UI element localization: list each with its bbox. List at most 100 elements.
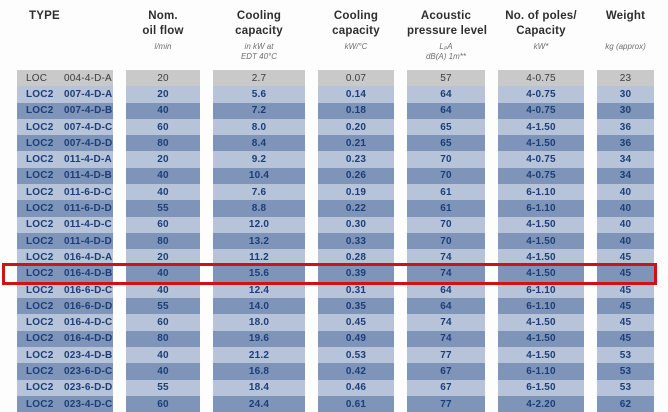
model-code: 004-4-D-A (64, 72, 112, 84)
value-cell-poles: 6-1.50 (498, 379, 584, 396)
value-cell-cooling-kw: 15.6 (213, 265, 305, 282)
value-cell-acoustic: 74 (407, 314, 485, 331)
value-cell-acoustic: 64 (407, 86, 485, 103)
column-header-cooling-kwc: Cooling capacity kW/°C (318, 0, 394, 70)
value-cell-cooling-kwc: 0.23 (318, 151, 394, 168)
value-cell-oil-flow: 60 (126, 314, 200, 331)
value-cell-oil-flow: 60 (126, 118, 200, 136)
value-cell-cooling-kwc: 0.39 (318, 265, 394, 282)
value-cell-cooling-kwc: 0.07 (318, 70, 394, 87)
value-cell-acoustic: 67 (407, 363, 485, 380)
type-cell: LOC2 011-4-D-D (17, 232, 113, 250)
type-cell: LOC2 023-4-D-B (17, 347, 113, 364)
value-cell-poles: 6-1.10 (498, 200, 584, 217)
model-code: 023-4-D-B (64, 349, 113, 361)
value-cell-cooling-kw: 14.0 (213, 298, 305, 315)
table-row: LOC2 016-4-D-B 40 15.6 0.39 74 4-1.50 45 (17, 265, 654, 282)
value-cell-cooling-kw: 8.8 (213, 200, 305, 217)
model-series: LOC2 (26, 235, 54, 247)
value-cell-poles: 6-1.10 (498, 298, 584, 315)
value-cell-cooling-kwc: 0.42 (318, 363, 394, 380)
value-cell-cooling-kw: 7.2 (213, 102, 305, 119)
value-cell-cooling-kw: 11.2 (213, 249, 305, 266)
model-code: 011-4-D-C (64, 219, 112, 231)
value-cell-cooling-kwc: 0.26 (318, 167, 394, 185)
value-cell-poles: 6-1.10 (498, 184, 584, 201)
value-cell-weight: 34 (597, 167, 654, 185)
type-cell: LOC 004-4-D-A (17, 70, 113, 87)
model-series: LOC2 (26, 137, 54, 149)
value-cell-weight: 53 (597, 379, 654, 396)
column-header-oil-flow: Nom. oil flow l/min (126, 0, 200, 70)
value-cell-cooling-kw: 10.4 (213, 167, 305, 185)
value-cell-weight: 30 (597, 86, 654, 103)
column-label: TYPE (29, 10, 60, 22)
model-code: 007-4-D-A (64, 88, 113, 100)
table-row: LOC2 007-4-D-A 20 5.6 0.14 64 4-0.75 30 (17, 86, 654, 103)
type-cell: LOC2 011-4-D-C (17, 216, 113, 233)
value-cell-cooling-kw: 19.6 (213, 330, 305, 348)
value-cell-oil-flow: 20 (126, 70, 200, 87)
table-header-row: TYPE Nom. oil flow l/min Cooling capacity in k… (17, 0, 654, 70)
value-cell-weight: 36 (597, 118, 654, 136)
value-cell-weight: 45 (597, 330, 654, 348)
column-label: Weight (605, 10, 646, 22)
value-cell-acoustic: 70 (407, 232, 485, 250)
value-cell-poles: 4-2.20 (498, 395, 584, 412)
value-cell-oil-flow: 40 (126, 167, 200, 185)
table-row: LOC2 023-6-D-D 55 18.4 0.46 67 6-1.50 53 (17, 379, 654, 396)
type-cell: LOC2 007-4-D-B (17, 102, 113, 119)
model-series: LOC2 (26, 382, 54, 394)
value-cell-cooling-kwc: 0.30 (318, 216, 394, 233)
model-series: LOC2 (26, 284, 54, 296)
value-cell-acoustic: 57 (407, 70, 485, 87)
table-row: LOC2 016-6-D-C 40 12.4 0.31 64 6-1.10 45 (17, 281, 654, 299)
value-cell-cooling-kw: 18.0 (213, 314, 305, 331)
value-cell-cooling-kwc: 0.33 (318, 232, 394, 250)
value-cell-cooling-kw: 13.2 (213, 232, 305, 250)
value-cell-weight: 45 (597, 314, 654, 331)
model-series: LOC2 (26, 121, 54, 133)
type-cell: LOC2 007-4-D-C (17, 118, 113, 136)
column-label: No. of poles/Capacity (505, 10, 577, 37)
value-cell-poles: 4-1.50 (498, 265, 584, 282)
model-series: LOC2 (26, 317, 54, 329)
value-cell-oil-flow: 20 (126, 151, 200, 168)
model-series: LOC2 (26, 105, 54, 117)
column-unit-sublabel: kg (approx) (605, 42, 646, 51)
model-series: LOC2 (26, 398, 54, 410)
value-cell-poles: 4-0.75 (498, 86, 584, 103)
value-cell-cooling-kwc: 0.22 (318, 200, 394, 217)
model-code: 011-4-D-A (64, 154, 112, 166)
value-cell-acoustic: 64 (407, 102, 485, 119)
value-cell-cooling-kw: 9.2 (213, 151, 305, 168)
value-cell-oil-flow: 80 (126, 135, 200, 152)
model-code: 011-4-D-B (64, 170, 112, 182)
column-header-type: TYPE (17, 0, 113, 70)
table-row: LOC2 011-6-D-C 40 7.6 0.19 61 6-1.10 40 (17, 184, 654, 201)
column-header-cooling-kw: Cooling capacity in kW at EDT 40°C (213, 0, 305, 70)
value-cell-oil-flow: 40 (126, 265, 200, 282)
value-cell-poles: 4-0.75 (498, 151, 584, 168)
table-row: LOC 004-4-D-A 20 2.7 0.07 57 4-0.75 23 (17, 70, 654, 87)
table-row: LOC2 023-4-D-C 60 24.4 0.61 77 4-2.20 62 (17, 395, 654, 412)
value-cell-cooling-kwc: 0.21 (318, 135, 394, 152)
table-body: LOC 004-4-D-A 20 2.7 0.07 57 4-0.75 23 LOC2 007-4… (17, 70, 654, 412)
value-cell-oil-flow: 40 (126, 363, 200, 380)
model-code: 016-4-D-D (64, 333, 113, 345)
value-cell-weight: 23 (597, 70, 654, 87)
value-cell-cooling-kw: 12.0 (213, 216, 305, 233)
value-cell-cooling-kwc: 0.28 (318, 249, 394, 266)
value-cell-poles: 4-1.50 (498, 118, 584, 136)
type-cell: LOC2 023-4-D-C (17, 395, 113, 412)
column-header-poles: No. of poles/Capacity kW* (498, 0, 584, 70)
value-cell-cooling-kwc: 0.45 (318, 314, 394, 331)
value-cell-acoustic: 74 (407, 330, 485, 348)
table-row: LOC2 016-4-D-C 60 18.0 0.45 74 4-1.50 45 (17, 314, 654, 331)
value-cell-weight: 40 (597, 200, 654, 217)
value-cell-cooling-kwc: 0.61 (318, 395, 394, 412)
value-cell-acoustic: 61 (407, 200, 485, 217)
type-cell: LOC2 016-4-D-B (17, 265, 113, 282)
value-cell-cooling-kw: 18.4 (213, 379, 305, 396)
